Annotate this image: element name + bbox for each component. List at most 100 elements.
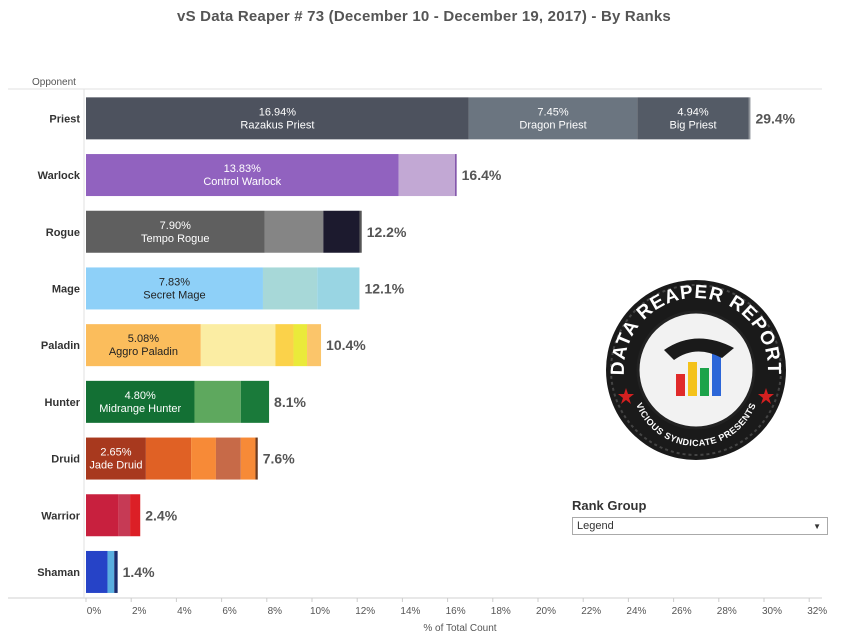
bar-total-label: 29.4% [755, 110, 795, 126]
category-labels: Priest Warlock Rogue Mage Paladin Hunter Druid… [37, 113, 81, 579]
bar-segment [455, 154, 457, 197]
segment-value-label: 16.94% [259, 106, 297, 118]
bar-segment [240, 380, 270, 423]
bar-segment [317, 267, 360, 310]
bar-segment [191, 437, 216, 480]
bar-segment [86, 494, 119, 537]
bar-total-label: 7.6% [263, 451, 295, 467]
bar-segment [240, 437, 256, 480]
rank-group-selected-value: Legend [577, 520, 614, 532]
x-tick-label: 20% [536, 606, 556, 617]
bar-segment [293, 324, 308, 367]
rank-group-filter: Rank Group Legend ▼ [572, 498, 828, 535]
x-axis-title: % of Total Count [423, 623, 496, 634]
bar-segment [275, 324, 294, 367]
bar-segment [215, 437, 241, 480]
y-axis-title: Opponent [32, 77, 76, 88]
segment-value-label: 4.80% [125, 390, 156, 402]
bar-segment [307, 324, 322, 367]
bar-segment [114, 550, 118, 593]
segment-value-label: 4.94% [677, 106, 708, 118]
bar-segment [194, 380, 241, 423]
bar-total-label: 10.4% [326, 337, 366, 353]
x-tick-label: 16% [446, 606, 466, 617]
bar-segment [130, 494, 141, 537]
bar-segment [264, 210, 324, 253]
x-tick-label: 4% [177, 606, 192, 617]
x-tick-label: 28% [717, 606, 737, 617]
bar-segment [86, 324, 201, 367]
segment-value-label: 2.65% [100, 447, 131, 459]
x-tick-label: 18% [491, 606, 511, 617]
x-tick-label: 32% [807, 606, 827, 617]
rank-group-title: Rank Group [572, 498, 647, 513]
segment-name-label: Midrange Hunter [99, 403, 181, 415]
bar-segment [637, 97, 749, 140]
segment-name-label: Secret Mage [143, 289, 205, 301]
data-reaper-report-logo: DATA REAPER REPORT VICIOUS SYNDICATE PRE… [606, 280, 786, 460]
bar-total-label: 12.2% [367, 224, 407, 240]
chevron-down-icon[interactable]: ▼ [813, 521, 821, 531]
segment-name-label: Razakus Priest [240, 119, 314, 131]
x-tick-label: 10% [310, 606, 330, 617]
segment-name-label: Dragon Priest [519, 119, 586, 131]
x-tick-label: 2% [132, 606, 147, 617]
bar-total-label: 8.1% [274, 394, 306, 410]
bar-segment [86, 97, 469, 140]
x-tick-label: 0% [87, 606, 102, 617]
category-label: Druid [51, 454, 80, 466]
chart-title: vS Data Reaper # 73 (December 10 - Decem… [177, 8, 671, 25]
segment-value-label: 7.90% [160, 220, 191, 232]
segment-name-label: Tempo Rogue [141, 233, 210, 245]
bar-segment [86, 437, 146, 480]
x-tick-label: 6% [222, 606, 237, 617]
bar-segment [255, 437, 258, 480]
bars: 16.94%Razakus Priest 7.45%Dragon Priest 4.… [86, 97, 796, 593]
x-axis-ticks: 0% 2% 4% 6% 8% 10% 12% 14% 16% 18% 20% 22% 24% 26% 28%… [85, 598, 827, 617]
category-label: Paladin [41, 340, 80, 352]
bar-segment [86, 550, 108, 593]
category-label: Hunter [45, 397, 81, 409]
x-tick-label: 30% [762, 606, 782, 617]
rank-group-dropdown[interactable]: Legend ▼ [572, 517, 828, 535]
chart-frame [8, 88, 822, 599]
bar-segment [359, 210, 362, 253]
bar-segment [86, 210, 265, 253]
bar-segment [748, 97, 751, 140]
segment-name-label: Aggro Paladin [109, 346, 178, 358]
bar-segment [86, 267, 263, 310]
x-tick-label: 12% [355, 606, 375, 617]
bar-segment [118, 494, 131, 537]
category-label: Shaman [37, 567, 80, 579]
segment-name-label: Big Priest [669, 119, 716, 131]
segment-value-label: 13.83% [224, 163, 262, 175]
segment-value-label: 5.08% [128, 333, 159, 345]
x-tick-label: 24% [626, 606, 646, 617]
bar-total-label: 1.4% [123, 564, 155, 580]
x-tick-label: 8% [268, 606, 283, 617]
segment-value-label: 7.45% [537, 106, 568, 118]
bar-total-label: 16.4% [462, 167, 502, 183]
bar-segment [468, 97, 638, 140]
x-tick-label: 14% [400, 606, 420, 617]
bar-total-label: 12.1% [364, 280, 404, 296]
category-label: Warlock [38, 170, 81, 182]
category-label: Priest [49, 113, 80, 125]
bar-total-label: 2.4% [145, 507, 177, 523]
bar-segment [200, 324, 276, 367]
category-label: Warrior [41, 510, 80, 522]
x-tick-label: 26% [672, 606, 692, 617]
segment-value-label: 7.83% [159, 276, 190, 288]
bar-segment [107, 550, 115, 593]
bar-segment [398, 154, 456, 197]
x-tick-label: 22% [581, 606, 601, 617]
category-label: Rogue [46, 227, 80, 239]
bar-segment [323, 210, 360, 253]
bar-segment [86, 380, 195, 423]
segment-name-label: Control Warlock [203, 176, 281, 188]
segment-name-label: Jade Druid [89, 460, 142, 472]
bar-segment [145, 437, 192, 480]
bar-segment [86, 154, 399, 197]
category-label: Mage [52, 283, 80, 295]
